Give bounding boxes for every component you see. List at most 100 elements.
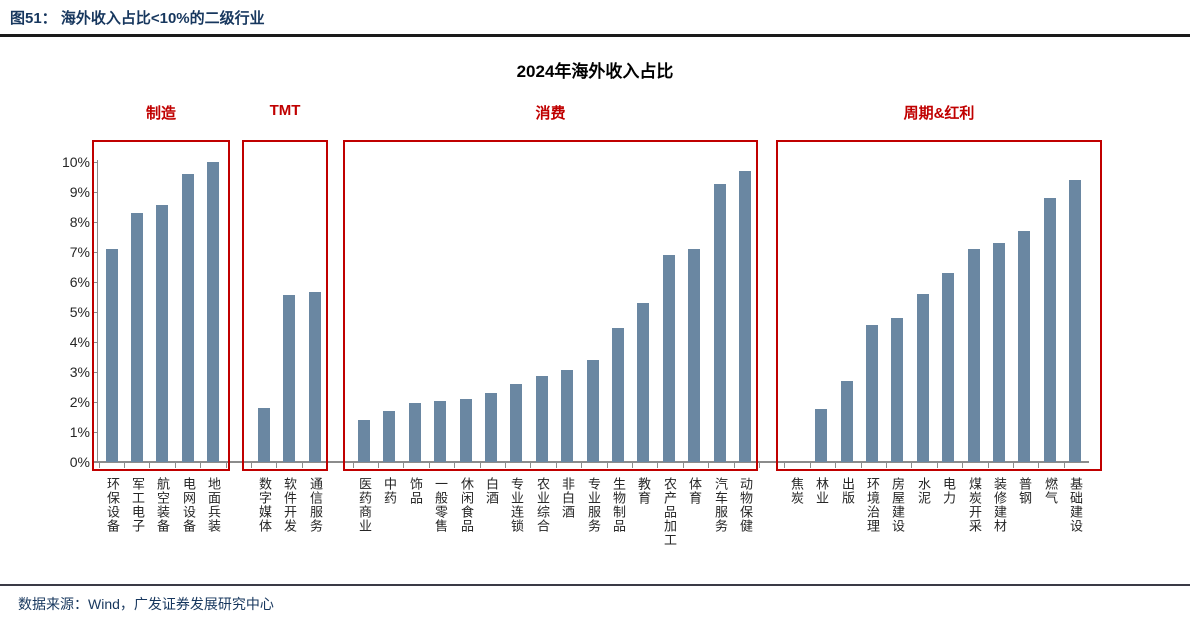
y-axis-tick: [92, 282, 97, 283]
x-axis-tick: [784, 463, 785, 468]
category-label: 水泥: [916, 477, 931, 505]
group-label: 周期&红利: [903, 105, 975, 122]
category-label: 环保设备: [105, 477, 120, 533]
category-label: 饰品: [408, 477, 423, 505]
y-axis-label: 0%: [69, 454, 90, 470]
category-label: 医药商业: [357, 477, 372, 533]
y-axis-label: 9%: [69, 184, 90, 200]
bar-专业服务: [587, 360, 599, 462]
y-axis-label: 10%: [61, 154, 90, 170]
x-axis-tick: [175, 463, 176, 468]
x-axis-tick: [276, 463, 277, 468]
x-axis-tick: [149, 463, 150, 468]
y-axis-label: 6%: [69, 274, 90, 290]
y-axis-label: 8%: [69, 214, 90, 230]
figure-title: 图51： 海外收入占比<10%的二级行业: [10, 10, 265, 27]
y-axis-tick: [92, 252, 97, 253]
x-axis-tick: [734, 463, 735, 468]
data-source: 数据来源：Wind，广发证券发展研究中心: [18, 596, 274, 612]
y-axis-tick: [92, 192, 97, 193]
x-axis-tick: [1038, 463, 1039, 468]
x-axis-tick: [327, 463, 328, 468]
category-label: 体育: [687, 477, 702, 505]
x-axis-tick: [988, 463, 989, 468]
category-label: 出版: [840, 477, 855, 505]
bar-数字媒体: [258, 408, 270, 462]
bar-普钢: [1018, 231, 1030, 462]
bar-环境治理: [866, 325, 878, 462]
bar-白酒: [485, 393, 497, 462]
bar-中药: [383, 411, 395, 462]
bar-休闲食品: [460, 399, 472, 462]
x-axis-tick: [708, 463, 709, 468]
bar-军工电子: [131, 213, 143, 462]
bar-汽车服务: [714, 184, 726, 462]
category-label: 装修建材: [992, 477, 1007, 533]
y-axis-tick: [92, 162, 97, 163]
x-axis-tick: [530, 463, 531, 468]
x-axis-tick: [937, 463, 938, 468]
x-axis-tick: [810, 463, 811, 468]
category-label: 非白酒: [560, 477, 575, 519]
category-label: 普钢: [1017, 477, 1032, 505]
bar-软件开发: [283, 295, 295, 462]
chart-title: 2024年海外收入占比: [516, 62, 674, 81]
category-label: 软件开发: [282, 477, 297, 533]
x-axis-tick: [632, 463, 633, 468]
bar-林业: [815, 409, 827, 462]
bar-农业综合: [536, 376, 548, 462]
bar-房屋建设: [891, 318, 903, 462]
x-axis-tick: [353, 463, 354, 468]
bar-专业连锁: [510, 384, 522, 462]
category-label: 数字媒体: [257, 477, 272, 533]
x-axis-tick: [251, 463, 252, 468]
x-axis-tick: [226, 463, 227, 468]
y-axis-tick: [92, 432, 97, 433]
x-axis-tick: [657, 463, 658, 468]
footer-divider: [0, 584, 1190, 586]
group-label: 制造: [145, 105, 176, 122]
y-axis-line: [97, 160, 98, 463]
x-axis-tick: [454, 463, 455, 468]
bar-环保设备: [106, 249, 118, 462]
bar-煤炭开采: [968, 249, 980, 462]
x-axis-tick: [99, 463, 100, 468]
x-axis-tick: [1013, 463, 1014, 468]
category-label: 林业: [814, 477, 829, 505]
x-axis-tick: [581, 463, 582, 468]
category-label: 专业服务: [586, 477, 601, 533]
category-label: 汽车服务: [713, 477, 728, 533]
y-axis-label: 7%: [69, 244, 90, 260]
category-label: 军工电子: [130, 477, 145, 533]
category-label: 电网设备: [181, 477, 196, 533]
category-label: 基础建设: [1068, 477, 1083, 533]
bar-电网设备: [182, 174, 194, 462]
x-axis-tick: [124, 463, 125, 468]
category-label: 燃气: [1043, 477, 1058, 505]
category-label: 农产品加工: [662, 477, 677, 547]
x-axis-tick: [556, 463, 557, 468]
x-axis-tick: [759, 463, 760, 468]
bar-非白酒: [561, 370, 573, 462]
category-label: 教育: [636, 477, 651, 505]
bar-电力: [942, 273, 954, 462]
y-axis-tick: [92, 372, 97, 373]
category-label: 一般零售: [433, 477, 448, 533]
y-axis-label: 4%: [69, 334, 90, 350]
bar-农产品加工: [663, 255, 675, 462]
category-label: 通信服务: [308, 477, 323, 533]
y-axis-tick: [92, 402, 97, 403]
x-axis-tick: [607, 463, 608, 468]
y-axis-tick: [92, 222, 97, 223]
bar-地面兵装: [207, 162, 219, 462]
x-axis-tick: [886, 463, 887, 468]
bar-动物保健: [739, 171, 751, 462]
category-label: 煤炭开采: [967, 477, 982, 533]
category-label: 动物保健: [738, 477, 753, 533]
x-axis-tick: [962, 463, 963, 468]
y-axis-label: 1%: [69, 424, 90, 440]
x-axis-line: [93, 461, 1089, 463]
category-label: 电力: [941, 477, 956, 505]
category-label: 环境治理: [865, 477, 880, 533]
